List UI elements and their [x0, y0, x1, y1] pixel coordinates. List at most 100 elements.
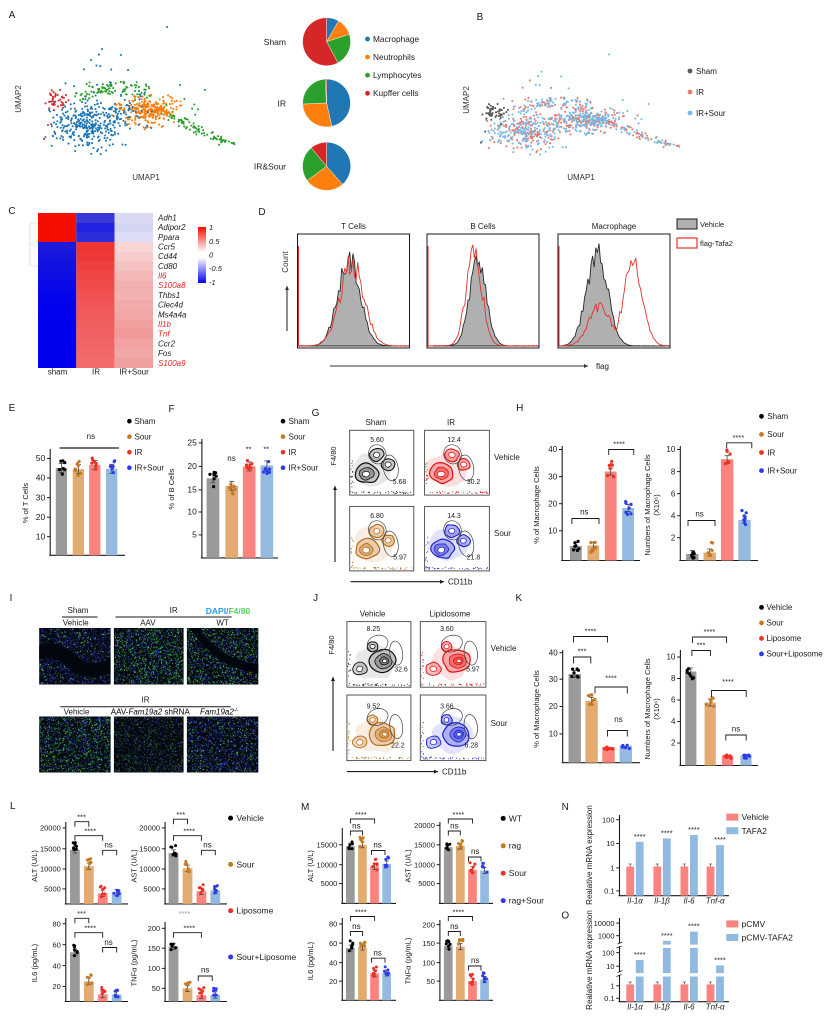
svg-text:5: 5	[192, 530, 197, 540]
svg-text:Sham: Sham	[135, 417, 156, 426]
svg-text:ALT (U/L): ALT (U/L)	[30, 850, 39, 882]
svg-text:Vehicle: Vehicle	[494, 453, 520, 462]
svg-text:8: 8	[671, 674, 676, 683]
svg-text:Sour: Sour	[289, 432, 306, 441]
svg-text:Ccr5: Ccr5	[158, 243, 175, 252]
svg-text:ns: ns	[732, 725, 740, 734]
svg-text:C: C	[8, 206, 15, 217]
svg-text:K: K	[515, 593, 522, 604]
svg-text:IR+Sour: IR+Sour	[767, 466, 797, 475]
svg-text:80: 80	[52, 919, 60, 928]
svg-text:***: ***	[77, 813, 86, 822]
svg-text:50: 50	[152, 984, 160, 993]
svg-text:10000: 10000	[40, 865, 61, 874]
svg-text:Fam19a2-/-: Fam19a2-/-	[200, 707, 239, 716]
svg-text:50: 50	[36, 453, 46, 463]
svg-text:10: 10	[549, 730, 558, 739]
svg-text:20: 20	[548, 499, 557, 508]
svg-text:20000: 20000	[40, 824, 61, 833]
svg-text:10: 10	[606, 962, 614, 971]
svg-text:40: 40	[548, 445, 557, 454]
svg-text:Sour: Sour	[135, 432, 152, 441]
svg-text:20000: 20000	[139, 824, 160, 833]
svg-text:****: ****	[355, 810, 367, 819]
svg-text:60: 60	[329, 939, 337, 948]
svg-text:Sham: Sham	[68, 606, 89, 615]
svg-text:5000: 5000	[321, 879, 338, 888]
svg-text:UMAP1: UMAP1	[132, 173, 160, 182]
svg-text:20: 20	[187, 461, 197, 471]
svg-text:IR&Sour: IR&Sour	[254, 162, 286, 172]
svg-text:IR: IR	[142, 696, 150, 705]
svg-text:Sham: Sham	[289, 417, 310, 426]
svg-text:****: ****	[714, 956, 726, 965]
svg-text:B: B	[477, 12, 484, 23]
svg-text:100: 100	[602, 815, 615, 824]
svg-text:(X10⁶): (X10⁶)	[652, 494, 661, 516]
svg-text:100: 100	[602, 948, 615, 957]
svg-text:***: ***	[578, 647, 587, 656]
svg-text:Cd44: Cd44	[158, 252, 178, 261]
svg-text:Il-1β: Il-1β	[654, 897, 670, 906]
svg-text:IL6 (pg/mL): IL6 (pg/mL)	[306, 941, 315, 980]
svg-text:20: 20	[36, 512, 46, 522]
svg-text:Fos: Fos	[158, 349, 171, 358]
svg-text:ALT (U/L): ALT (U/L)	[306, 850, 315, 882]
svg-text:Vehicle: Vehicle	[742, 812, 770, 822]
svg-text:% of T Cells: % of T Cells	[21, 483, 30, 523]
svg-text:****: ****	[453, 908, 465, 917]
svg-text:ns: ns	[471, 847, 479, 856]
svg-text:ns: ns	[614, 715, 622, 724]
svg-text:Il1b: Il1b	[158, 320, 171, 329]
svg-text:F: F	[169, 404, 175, 415]
svg-text:15000: 15000	[414, 841, 435, 850]
svg-text:N: N	[562, 802, 569, 813]
svg-text:***: ***	[697, 641, 706, 650]
svg-text:6: 6	[671, 696, 676, 705]
svg-text:ns: ns	[201, 966, 209, 975]
svg-text:10000: 10000	[414, 860, 435, 869]
svg-text:150: 150	[422, 939, 435, 948]
svg-text:50: 50	[427, 977, 435, 986]
svg-text:100: 100	[422, 958, 435, 967]
svg-text:Thbs1: Thbs1	[158, 291, 180, 300]
svg-text:****: ****	[453, 810, 465, 819]
svg-text:F4/80: F4/80	[327, 635, 336, 654]
svg-text:100: 100	[148, 964, 161, 973]
svg-text:Liposome: Liposome	[767, 634, 802, 643]
svg-text:UMAP2: UMAP2	[14, 85, 23, 113]
svg-text:Cd80: Cd80	[158, 262, 178, 271]
svg-text:Tnf: Tnf	[158, 330, 170, 339]
svg-text:Realative mRNA expression: Realative mRNA expression	[585, 805, 594, 905]
svg-text:Neutrophils: Neutrophils	[373, 52, 415, 62]
svg-text:Vehicle: Vehicle	[360, 610, 386, 619]
svg-text:****: ****	[183, 924, 195, 933]
svg-text:Realative mRNA expression: Realative mRNA expression	[585, 910, 594, 1010]
svg-text:****: ****	[688, 825, 700, 834]
svg-text:Numbers of Macrophage Cells: Numbers of Macrophage Cells	[643, 658, 652, 760]
svg-text:Sham: Sham	[767, 412, 788, 421]
svg-text:Clec4d: Clec4d	[158, 301, 183, 310]
svg-text:sham: sham	[48, 368, 68, 377]
svg-text:IR: IR	[92, 368, 100, 377]
svg-text:% of Macrophage Cells: % of Macrophage Cells	[532, 466, 541, 544]
svg-text:****: ****	[704, 627, 716, 636]
svg-text:****: ****	[84, 827, 96, 836]
svg-text:***: ***	[77, 909, 86, 918]
svg-text:IR+Sour: IR+Sour	[289, 463, 319, 472]
svg-text:flag: flag	[596, 362, 609, 371]
svg-text:0.5: 0.5	[209, 237, 220, 246]
svg-text:pCMV: pCMV	[742, 919, 766, 929]
svg-text:10: 10	[666, 653, 675, 662]
svg-text:ns: ns	[373, 841, 381, 850]
svg-text:20: 20	[329, 977, 337, 986]
svg-text:Macrophage: Macrophage	[592, 222, 637, 231]
svg-text:Macrophage: Macrophage	[373, 34, 420, 44]
svg-text:****: ****	[732, 433, 744, 442]
svg-text:0.1: 0.1	[604, 887, 614, 896]
svg-text:5.68: 5.68	[393, 479, 407, 486]
svg-text:Adh1: Adh1	[157, 213, 177, 222]
svg-text:ns: ns	[450, 821, 458, 830]
svg-text:Sour+Liposome: Sour+Liposome	[237, 952, 297, 962]
svg-text:Sour: Sour	[767, 430, 784, 439]
